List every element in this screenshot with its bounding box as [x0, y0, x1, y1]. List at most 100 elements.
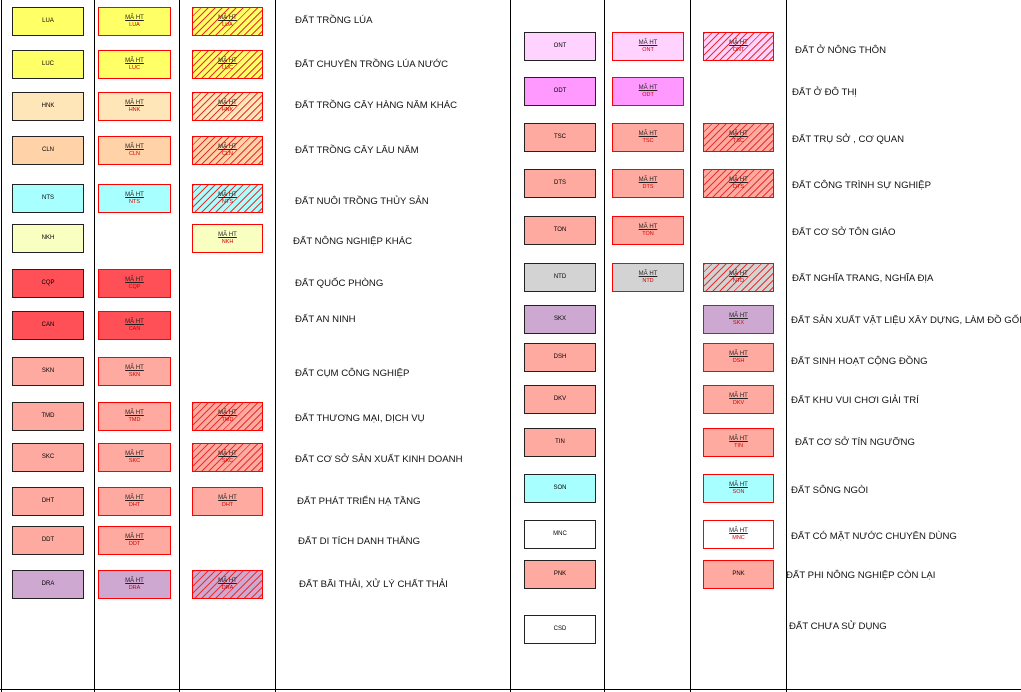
- ma-code: LUA: [222, 21, 233, 28]
- ma-ht-label: MÃ HT: [218, 495, 237, 502]
- code-swatch-dsh: DSH: [524, 343, 596, 372]
- hatch-swatch-ntd: MÃ HT NTD: [703, 263, 774, 292]
- code-swatch-son: SON: [524, 474, 596, 503]
- ma-swatch-odt: MÃ HT ODT: [612, 77, 684, 106]
- ma-ht-label: MÃ HT: [218, 192, 237, 199]
- land-use-label: ĐẤT CHƯA SỬ DỤNG: [789, 621, 887, 632]
- land-use-label: ĐẤT TRỤ SỞ , CƠ QUAN: [792, 134, 905, 145]
- ma-code: DRA: [221, 584, 234, 591]
- ma-ht-label: MÃ HT: [125, 58, 144, 65]
- code-swatch-dkv: DKV: [524, 385, 596, 414]
- ma-ht-label: MÃ HT: [218, 144, 237, 151]
- ma-ht-label: MÃ HT: [125, 15, 144, 22]
- ma-ht-label: MÃ HT: [125, 534, 144, 541]
- ma-code: ONT: [732, 46, 745, 53]
- land-use-label: ĐẤT NUÔI TRỒNG THỦY SẢN: [295, 196, 429, 207]
- ma-code: HNK: [128, 106, 141, 113]
- ma-ht-label: MÃ HT: [638, 177, 658, 184]
- code-swatch-lua: LUA: [12, 7, 84, 36]
- ma-ht-label: MÃ HT: [729, 271, 748, 278]
- ma-code: DDT: [128, 540, 141, 547]
- ma-ht-label: MÃ HT: [729, 393, 748, 400]
- code-swatch-hnk: HNK: [12, 92, 84, 121]
- ma-swatch-dra: MÃ HT DRA: [98, 570, 171, 599]
- grid-line: [690, 0, 691, 692]
- ma-code: LUA: [129, 21, 140, 28]
- land-use-label: ĐẤT SÔNG NGÒI: [791, 485, 869, 496]
- hatch-swatch-dra: MÃ HT DRA: [192, 570, 263, 599]
- ma-code: DSH: [732, 357, 745, 364]
- ma-ht-label: MÃ HT: [218, 232, 237, 239]
- ma-ht-label: MÃ HT: [729, 482, 748, 489]
- code-swatch-csd: CSD: [524, 615, 596, 644]
- ma-ht-label: MÃ HT: [125, 192, 144, 199]
- ma-code: SKN: [128, 371, 141, 378]
- ma-swatch-ddt: MÃ HT DDT: [98, 526, 171, 555]
- code-swatch-ddt: DDT: [12, 526, 84, 555]
- ma-swatch-cln: MÃ HT CLN: [98, 136, 171, 165]
- grid-line: [604, 0, 605, 692]
- hatch-swatch-dts: MÃ HT DTS: [703, 169, 774, 198]
- land-use-label: ĐẤT CỤM CÔNG NGHIỆP: [295, 368, 410, 379]
- hatch-swatch-luc: MÃ HT LUC: [192, 50, 263, 79]
- grid-line: [786, 0, 787, 692]
- ma-code: CQP: [128, 283, 141, 290]
- ma-ht-label: MÃ HT: [218, 100, 237, 107]
- ma-swatch-skc: MÃ HT SKC: [98, 443, 171, 472]
- code-swatch-luc: LUC: [12, 50, 84, 79]
- ma-swatch-son: MÃ HT SON: [703, 474, 774, 503]
- land-use-label: ĐẤT DI TÍCH DANH THẮNG: [298, 536, 421, 547]
- ma-ht-label: MÃ HT: [125, 410, 144, 417]
- land-use-label: ĐẤT SINH HOẠT CỘNG ĐỒNG: [791, 356, 928, 367]
- ma-swatch-hnk: MÃ HT HNK: [98, 92, 171, 121]
- land-use-label: ĐẤT CƠ SỞ TÔN GIÁO: [792, 227, 896, 238]
- hatch-swatch-skc: MÃ HT SKC: [192, 443, 263, 472]
- ma-code: SKC: [221, 457, 234, 464]
- ma-swatch-nkh: MÃ HT NKH: [192, 224, 263, 253]
- ma-code: SKX: [732, 319, 744, 326]
- hatch-swatch-hnk: MÃ HT HNK: [192, 92, 263, 121]
- ma-swatch-can: MÃ HT CAN: [98, 311, 171, 340]
- ma-code: SKC: [128, 457, 141, 464]
- hatch-swatch-nts: MÃ HT NTS: [192, 184, 263, 213]
- code-swatch-skn: SKN: [12, 357, 84, 386]
- ma-ht-label: MÃ HT: [638, 40, 658, 47]
- land-use-label: ĐẤT THƯƠNG MẠI, DỊCH VỤ: [295, 413, 425, 424]
- ma-swatch-skn: MÃ HT SKN: [98, 357, 171, 386]
- land-use-label: ĐẤT BÃI THẢI, XỬ LÝ CHẤT THẢI: [299, 579, 448, 590]
- code-swatch-nts: NTS: [12, 184, 84, 213]
- ma-ht-label: MÃ HT: [218, 578, 237, 585]
- ma-code: HNK: [221, 106, 234, 113]
- ma-ht-label: MÃ HT: [125, 144, 144, 151]
- land-use-label: ĐẤT NÔNG NGHIỆP KHÁC: [293, 236, 413, 247]
- code-swatch-dra: DRA: [12, 570, 84, 599]
- code-swatch-cqp: CQP: [12, 269, 84, 298]
- ma-ht-label: MÃ HT: [218, 451, 237, 458]
- ma-ht-label: MÃ HT: [125, 319, 144, 326]
- ma-code: DTS: [642, 183, 654, 190]
- ma-code: NTS: [129, 198, 140, 205]
- ma-code: DRA: [128, 584, 141, 591]
- ma-swatch-tmd: MÃ HT TMD: [98, 402, 171, 431]
- ma-code: TSC: [733, 137, 744, 144]
- land-use-label: ĐẤT CÓ MẶT NƯỚC CHUYÊN DÙNG: [791, 531, 957, 542]
- hatch-swatch-tsc: MÃ HT TSC: [703, 123, 774, 152]
- ma-swatch-ont: MÃ HT ONT: [612, 32, 684, 61]
- ma-ht-label: MÃ HT: [218, 410, 237, 417]
- land-use-label: ĐẤT KHU VUI CHƠI GIẢI TRÍ: [791, 395, 919, 406]
- ma-swatch-dkv: MÃ HT DKV: [703, 385, 774, 414]
- code-swatch-tsc: TSC: [524, 123, 596, 152]
- ma-code: DHT: [221, 501, 234, 508]
- ma-ht-label: MÃ HT: [729, 177, 748, 184]
- ma-ht-label: MÃ HT: [125, 277, 144, 284]
- grid-line: [0, 689, 1021, 690]
- hatch-swatch-cln: MÃ HT CLN: [192, 136, 263, 165]
- land-use-label: ĐẤT CHUYÊN TRỒNG LÚA NƯỚC: [295, 59, 449, 70]
- ma-code: TMD: [221, 416, 234, 423]
- ma-ht-label: MÃ HT: [729, 351, 748, 358]
- code-swatch-pnk: PNK: [524, 560, 596, 589]
- ma-ht-label: MÃ HT: [729, 528, 748, 535]
- ma-ht-label: MÃ HT: [729, 40, 748, 47]
- ma-ht-label: MÃ HT: [638, 271, 658, 278]
- hatch-swatch-tmd: MÃ HT TMD: [192, 402, 263, 431]
